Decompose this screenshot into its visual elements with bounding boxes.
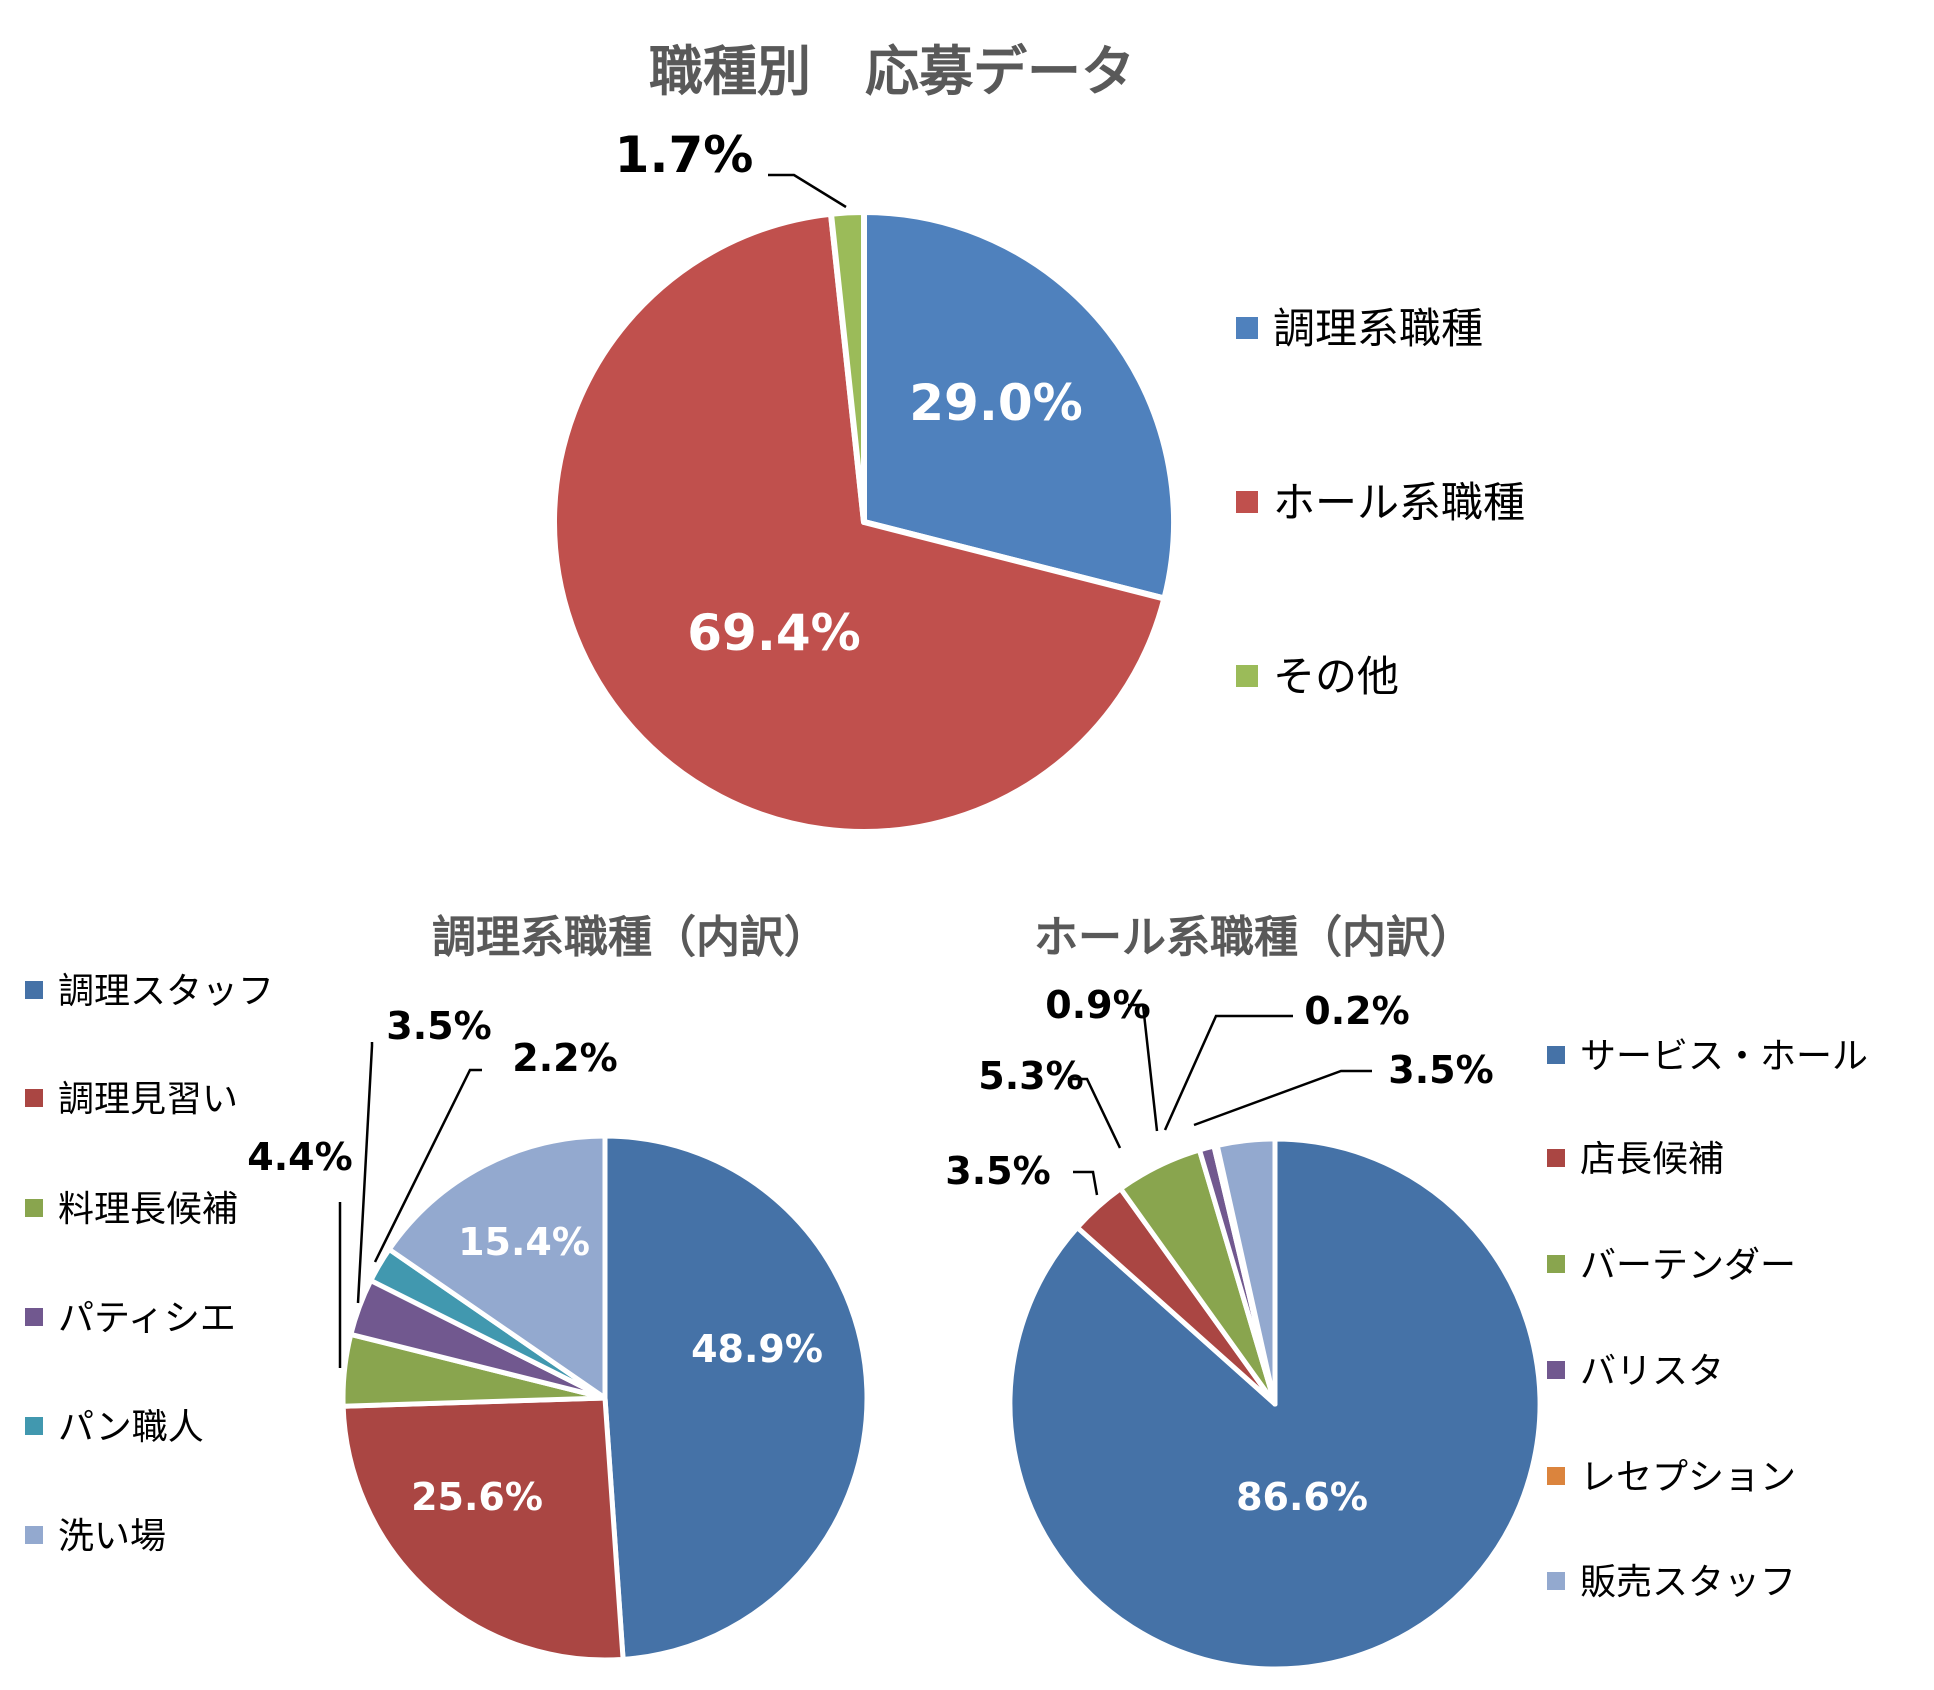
chart-title-cooking: 調理系職種（内訳）: [432, 912, 828, 963]
leader-line-cooking-3-5: [356, 1042, 374, 1304]
pie-hall: [1007, 1136, 1543, 1672]
legend-swatch: [1547, 1572, 1565, 1590]
legend-label: パティシエ: [58, 1298, 236, 1339]
legend-label: 調理系職種: [1273, 304, 1483, 353]
pie-slice: [1214, 1136, 1278, 1407]
leader-line-cooking-2-2: [373, 1068, 482, 1263]
legend-swatch: [25, 981, 43, 999]
legend-swatch: [1547, 1467, 1565, 1485]
legend-swatch: [1547, 1046, 1565, 1064]
pie-main: [551, 209, 1177, 835]
legend-swatch: [25, 1199, 43, 1217]
data-label: 1.7%: [615, 126, 754, 184]
legend-swatch: [25, 1089, 43, 1107]
legend-swatch: [1547, 1255, 1565, 1273]
legend-swatch: [1547, 1361, 1565, 1379]
pie-slice: [827, 209, 867, 525]
data-label: 0.9%: [1045, 983, 1150, 1027]
pie-cooking: [340, 1133, 870, 1663]
leader-line-hall-0-2: [1163, 1014, 1293, 1131]
leader-line-hall-3-5a: [1073, 1170, 1099, 1196]
legend-swatch: [25, 1526, 43, 1544]
pie-slice: [602, 1133, 870, 1662]
data-label: 86.6%: [1236, 1475, 1368, 1519]
legend-swatch: [1547, 1149, 1565, 1167]
legend-label: 洗い場: [58, 1516, 166, 1557]
data-label: 25.6%: [411, 1475, 543, 1519]
leader-lines: [338, 173, 1372, 1368]
pie-slice: [861, 209, 1177, 602]
leader-line-main-other: [768, 173, 847, 209]
legend-swatch: [1236, 665, 1258, 687]
leader-line-hall-5-3: [1068, 1077, 1122, 1149]
legend-label: レセプション: [1580, 1457, 1796, 1498]
data-label: 69.4%: [687, 604, 860, 662]
legend-label: 調理見習い: [58, 1079, 238, 1120]
legend-swatch: [25, 1417, 43, 1435]
legend-label: 料理長候補: [58, 1189, 238, 1230]
data-label: 3.5%: [1388, 1048, 1493, 1092]
pie-slice: [340, 1395, 626, 1663]
leader-line-hall-0-9: [1128, 1003, 1159, 1132]
legend-swatch: [25, 1308, 43, 1326]
leader-line-hall-3-5b: [1193, 1069, 1372, 1127]
legend-label: バリスタ: [1580, 1351, 1724, 1392]
chart-title-main: 職種別 応募データ: [649, 40, 1135, 103]
data-label: 29.0%: [909, 374, 1082, 432]
pie-slice: [386, 1133, 608, 1401]
data-label: 5.3%: [978, 1054, 1083, 1098]
data-label: 4.4%: [247, 1135, 352, 1179]
legend-label: パン職人: [58, 1407, 204, 1448]
data-label: 3.5%: [945, 1149, 1050, 1193]
legends: 調理系職種ホール系職種その他調理スタッフ調理見習い料理長候補パティシエパン職人洗…: [25, 304, 1868, 1603]
legend-swatch: [1236, 491, 1258, 513]
legend-label: ホール系職種: [1273, 478, 1525, 527]
pie-slice: [551, 210, 1168, 835]
legend-label: バーテンダー: [1580, 1245, 1796, 1286]
legend-label: 調理スタッフ: [58, 971, 274, 1012]
legend-label: 販売スタッフ: [1580, 1562, 1796, 1603]
legend-label: その他: [1273, 652, 1399, 701]
chart-title-hall: ホール系職種（内訳）: [1034, 912, 1474, 963]
legend-label: サービス・ホール: [1580, 1036, 1868, 1077]
data-label: 48.9%: [691, 1327, 823, 1371]
data-label: 0.2%: [1304, 989, 1409, 1033]
legend-swatch: [1236, 317, 1258, 339]
data-label: 15.4%: [458, 1220, 590, 1264]
data-label: 2.2%: [512, 1036, 617, 1080]
data-label: 3.5%: [386, 1004, 491, 1048]
legend-label: 店長候補: [1580, 1139, 1724, 1180]
data-labels: 29.0% 69.4% 1.7% 48.9% 25.6% 4.4% 3.5% 2.2% 15.4…: [247, 126, 1493, 1519]
